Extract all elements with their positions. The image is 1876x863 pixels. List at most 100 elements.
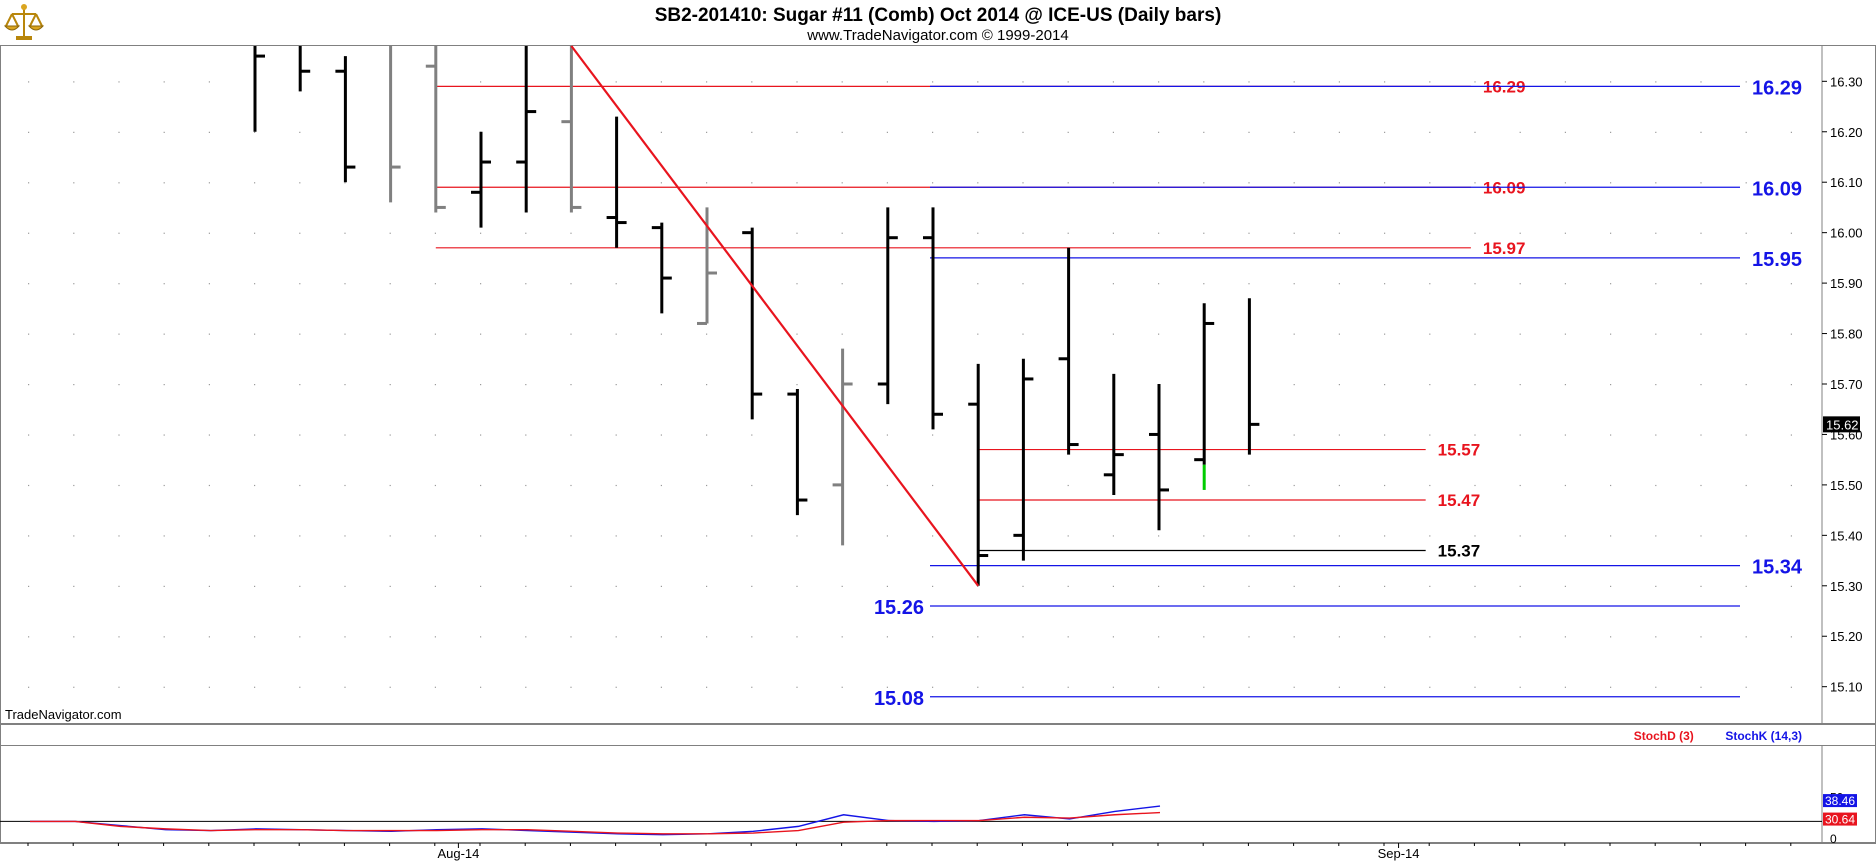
grid-dot [1745, 232, 1747, 234]
grid-dot [1067, 131, 1069, 133]
grid-dot [1610, 131, 1612, 133]
grid-dot [1790, 182, 1792, 184]
grid-dot [1474, 131, 1476, 133]
grid-dot [1655, 333, 1657, 335]
grid-dot [751, 131, 753, 133]
grid-dot [480, 81, 482, 83]
grid-dot [525, 686, 527, 688]
grid-dot [1790, 535, 1792, 537]
grid-dot [1338, 81, 1340, 83]
grid-dot [1610, 384, 1612, 386]
grid-dot [1384, 232, 1386, 234]
grid-dot [1158, 636, 1160, 638]
grid-dot [28, 384, 30, 386]
grid-dot [932, 535, 934, 537]
price-tick-label: 16.10 [1830, 175, 1863, 190]
grid-dot [1745, 585, 1747, 587]
black-level-label: 15.37 [1438, 541, 1481, 560]
ohlc-bar [606, 116, 627, 248]
grid-dot [1429, 434, 1431, 436]
grid-dot [1429, 484, 1431, 487]
grid-dot [1519, 333, 1521, 335]
grid-dot [1790, 636, 1792, 638]
grid-dot [1429, 81, 1431, 83]
grid-dot [1112, 585, 1114, 587]
grid-dot [796, 182, 798, 184]
grid-dot [1474, 182, 1476, 184]
grid-dot [163, 81, 165, 83]
grid-dot [434, 585, 436, 587]
grid-dot [1655, 585, 1657, 587]
grid-dot [1519, 232, 1521, 234]
grid-dot [977, 232, 979, 234]
grid-dot [1158, 585, 1160, 587]
grid-dot [1790, 81, 1792, 83]
grid-dot [1248, 81, 1250, 83]
grid-dot [254, 585, 256, 587]
grid-dot [480, 686, 482, 688]
grid-dot [841, 131, 843, 133]
grid-dot [254, 686, 256, 688]
ohlc-bar [742, 227, 763, 420]
grid-dot [932, 585, 934, 587]
grid-dot [706, 131, 708, 133]
grid-dot [615, 535, 617, 537]
grid-dot [1022, 182, 1024, 184]
grid-dot [254, 484, 256, 487]
grid-dot [1474, 434, 1476, 436]
grid-dot [706, 384, 708, 386]
grid-dot [299, 535, 301, 537]
grid-dot [1519, 484, 1521, 487]
grid-dot [660, 384, 662, 386]
grid-dot [525, 384, 527, 386]
grid-dot [615, 81, 617, 83]
grid-dot [118, 585, 120, 587]
grid-dot [886, 484, 888, 487]
grid-dot [118, 182, 120, 184]
chart-title: SB2-201410: Sugar #11 (Comb) Oct 2014 @ … [655, 5, 1222, 26]
grid-dot [525, 484, 527, 487]
grid-dot [1158, 686, 1160, 688]
grid-dot [1384, 585, 1386, 587]
grid-dot [1293, 384, 1295, 386]
grid-dot [389, 535, 391, 537]
header-text: SB2-201410: Sugar #11 (Comb) Oct 2014 @ … [3, 4, 1222, 722]
grid-dot [73, 535, 75, 537]
ohlc-bar [516, 46, 537, 213]
grid-dot [434, 686, 436, 688]
grid-dot [706, 182, 708, 184]
grid-dot [1564, 333, 1566, 335]
grid-dot [163, 384, 165, 386]
grid-dot [1700, 333, 1702, 335]
grid-dot [1745, 131, 1747, 133]
grid-dot [886, 535, 888, 537]
grid-dot [1564, 384, 1566, 386]
grid-dot [1474, 232, 1476, 234]
grid-dot [163, 636, 165, 638]
grid-dot [1248, 484, 1250, 487]
grid-dot [1067, 585, 1069, 587]
stoch-legend-item: StochK (14,3) [1725, 729, 1802, 743]
grid-dot [1248, 283, 1250, 285]
grid-dot [1700, 585, 1702, 587]
grid-dot [344, 535, 346, 537]
grid-dot [1700, 182, 1702, 184]
grid-dot [299, 131, 301, 133]
grid-dot [1519, 686, 1521, 688]
grid-dot [1384, 636, 1386, 638]
grid-dot [570, 585, 572, 587]
grid-dot [344, 636, 346, 638]
price-levels: 16.2916.0915.9715.5715.4715.3716.2916.09… [435, 77, 1803, 710]
grid-dot [434, 434, 436, 436]
grid-dot [389, 484, 391, 487]
grid-dot [28, 434, 30, 436]
grid-dot [841, 81, 843, 83]
grid-dot [1338, 434, 1340, 436]
grid-dot [118, 333, 120, 335]
grid-dot [389, 283, 391, 285]
grid-dot [480, 484, 482, 487]
grid-dot [1429, 182, 1431, 184]
grid-dot [1384, 283, 1386, 285]
blue-level-label: 15.95 [1752, 249, 1802, 271]
grid-dot [886, 686, 888, 688]
